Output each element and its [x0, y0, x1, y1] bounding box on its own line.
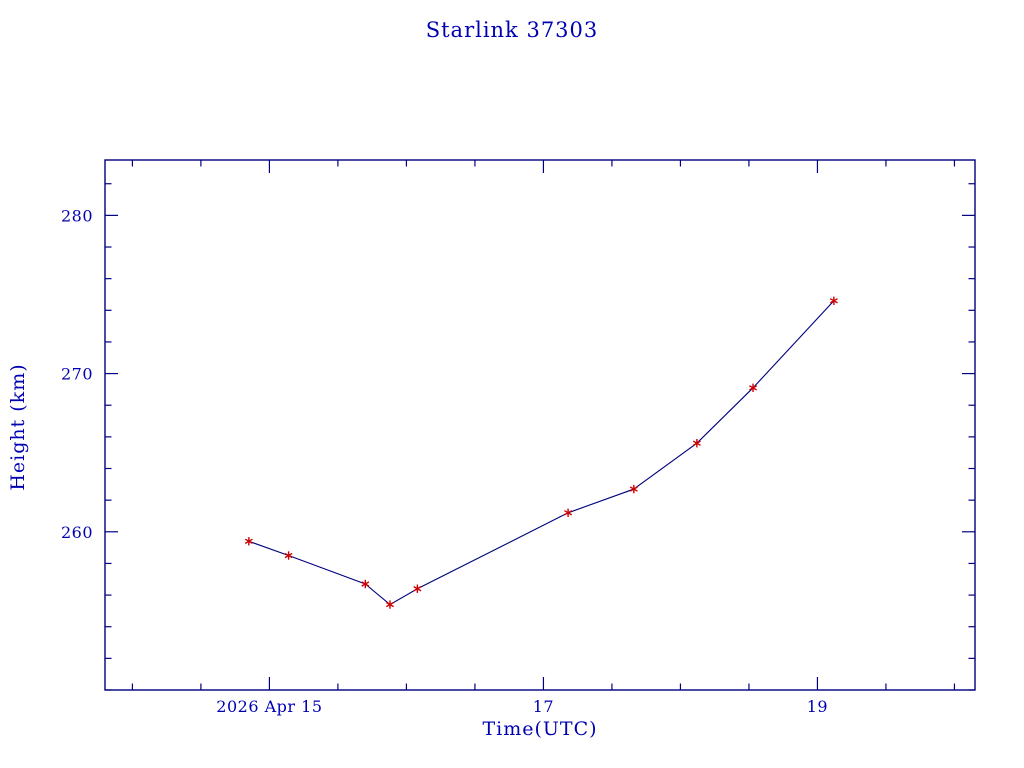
data-point-marker: [629, 486, 638, 492]
y-tick-label: 260: [61, 523, 93, 542]
data-point-marker: [692, 440, 701, 446]
y-tick-label: 270: [61, 365, 93, 384]
x-tick-label: 19: [807, 697, 828, 716]
axes-frame: [104, 159, 976, 691]
data-point-marker: [749, 385, 758, 391]
data-point-marker: [385, 601, 394, 608]
x-tick-label: 2026 Apr 15: [216, 697, 322, 716]
y-tick-label: 280: [61, 206, 93, 225]
data-point-marker: [244, 538, 253, 544]
chart-title: Starlink 37303: [425, 18, 599, 42]
x-axis-label: Time(UTC): [482, 718, 598, 740]
data-point-marker: [361, 581, 370, 587]
x-tick-label: 17: [533, 697, 554, 716]
data-point-marker: [564, 510, 573, 516]
data-point-marker: [413, 586, 422, 592]
data-point-marker: [829, 298, 838, 304]
data-line: [248, 300, 835, 606]
data-point-marker: [284, 552, 293, 559]
